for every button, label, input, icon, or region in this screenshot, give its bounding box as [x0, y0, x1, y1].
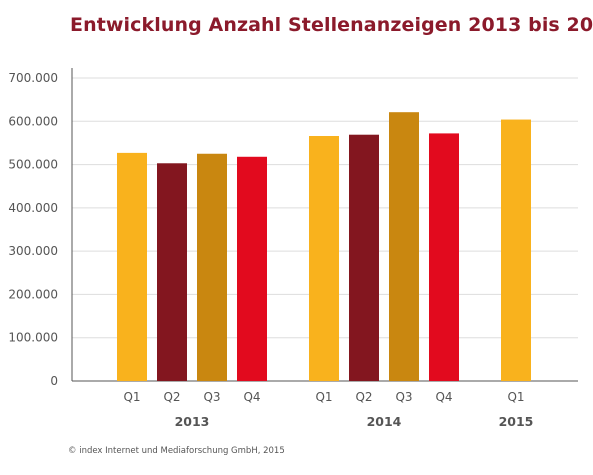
x-tick-label: Q1: [315, 390, 332, 404]
bar-2013-q4: [237, 156, 267, 381]
x-tick-label: Q1: [507, 390, 524, 404]
y-tick-label: 100.000: [8, 331, 58, 345]
bar-2013-q2: [157, 163, 187, 381]
y-tick-label: 500.000: [8, 158, 58, 172]
x-tick-label: Q2: [355, 390, 372, 404]
y-tick-label: 600.000: [8, 114, 58, 128]
x-tick-label: Q1: [123, 390, 140, 404]
bar-2013-q1: [117, 152, 147, 381]
x-tick-label: Q4: [243, 390, 260, 404]
x-tick-label: Q2: [163, 390, 180, 404]
bar-2013-q3: [197, 153, 227, 381]
y-tick-label: 700.000: [8, 71, 58, 85]
bar-2015-q1: [501, 119, 531, 381]
bar-2014-q4: [429, 133, 459, 381]
bar-2014-q2: [349, 134, 379, 381]
bar-2014-q3: [389, 112, 419, 382]
bar-2014-q1: [309, 136, 339, 381]
y-tick-label: 400.000: [8, 201, 58, 215]
year-group-label: 2015: [499, 414, 534, 429]
y-tick-label: 300.000: [8, 244, 58, 258]
copyright-footer: © index Internet und Mediaforschung GmbH…: [68, 446, 285, 456]
x-tick-label: Q4: [435, 390, 452, 404]
x-tick-label: Q3: [395, 390, 412, 404]
chart-title: Entwicklung Anzahl Stellenanzeigen 2013 …: [70, 14, 593, 36]
year-group-label: 2013: [175, 414, 210, 429]
year-group-label: 2014: [367, 414, 402, 429]
y-tick-label: 0: [50, 374, 58, 388]
y-tick-label: 200.000: [8, 287, 58, 301]
x-tick-label: Q3: [203, 390, 220, 404]
